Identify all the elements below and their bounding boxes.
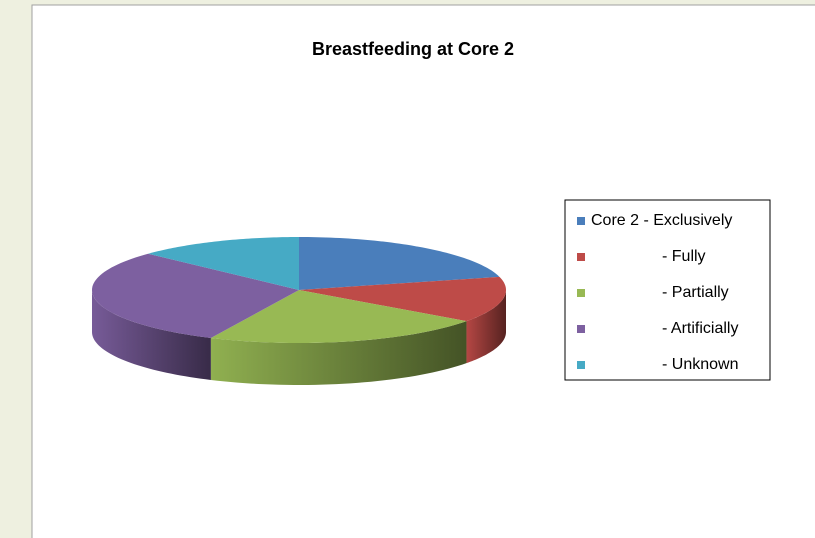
pie-slice [299,237,500,290]
legend-box [564,199,771,381]
slice-side [466,290,506,364]
pie-slice [92,253,299,338]
legend-swatch [577,325,585,333]
legend-label: - Fully [662,248,706,265]
legend-swatch [577,217,585,225]
slice-side [92,290,211,380]
slice-side [210,321,467,385]
legend-label: - Partially [662,284,729,301]
pie-slice [210,290,467,343]
legend-label: - Artificially [662,320,738,337]
legend-label: Core 2 - Exclusively [591,212,732,229]
legend-swatch [577,361,585,369]
chart-title: Breastfeeding at Core 2 [312,39,514,59]
legend-swatch [577,289,585,297]
pie-slice [148,237,299,290]
legend-swatch [577,253,585,261]
legend-label: - Unknown [662,356,738,373]
pie-slice [299,276,506,322]
